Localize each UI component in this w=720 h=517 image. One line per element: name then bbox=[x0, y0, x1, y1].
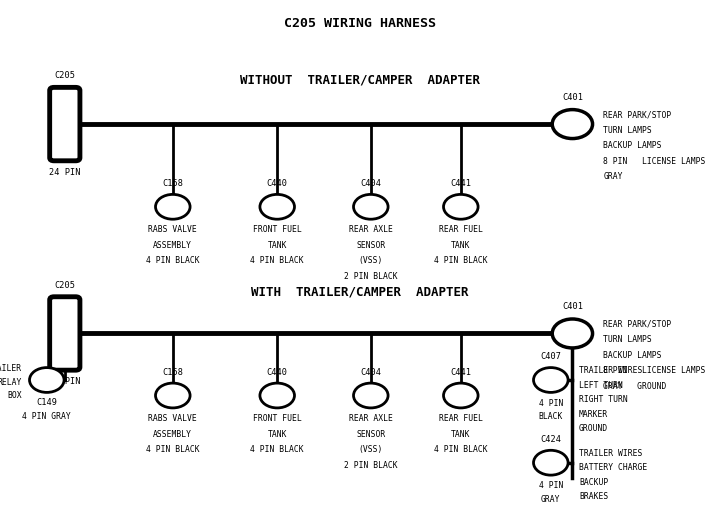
Text: (VSS): (VSS) bbox=[359, 445, 383, 454]
Text: TANK: TANK bbox=[451, 241, 471, 250]
FancyBboxPatch shape bbox=[50, 297, 80, 370]
Text: TURN LAMPS: TURN LAMPS bbox=[603, 335, 652, 344]
Text: FRONT FUEL: FRONT FUEL bbox=[253, 225, 302, 234]
Text: LEFT TURN: LEFT TURN bbox=[579, 381, 623, 390]
Text: 4 PIN GRAY: 4 PIN GRAY bbox=[22, 412, 71, 421]
Text: BRAKES: BRAKES bbox=[579, 492, 608, 501]
Circle shape bbox=[552, 319, 593, 348]
Text: 4 PIN BLACK: 4 PIN BLACK bbox=[251, 445, 304, 454]
Text: BOX: BOX bbox=[8, 391, 22, 400]
Text: 4 PIN: 4 PIN bbox=[539, 399, 563, 407]
Text: C404: C404 bbox=[360, 368, 382, 377]
Text: RABS VALVE: RABS VALVE bbox=[148, 225, 197, 234]
Text: 4 PIN BLACK: 4 PIN BLACK bbox=[434, 256, 487, 265]
Text: RABS VALVE: RABS VALVE bbox=[148, 414, 197, 423]
Text: 4 PIN BLACK: 4 PIN BLACK bbox=[434, 445, 487, 454]
Text: RIGHT TURN: RIGHT TURN bbox=[579, 395, 628, 404]
Circle shape bbox=[354, 383, 388, 408]
Text: C149: C149 bbox=[36, 398, 58, 406]
Text: C441: C441 bbox=[450, 179, 472, 188]
Text: 4 PIN BLACK: 4 PIN BLACK bbox=[251, 256, 304, 265]
Text: C424: C424 bbox=[540, 435, 562, 444]
Circle shape bbox=[534, 450, 568, 475]
Text: C205: C205 bbox=[54, 71, 76, 80]
Text: TRAILER: TRAILER bbox=[0, 364, 22, 373]
Text: C158: C158 bbox=[162, 179, 184, 188]
Text: TANK: TANK bbox=[267, 241, 287, 250]
Text: 4 PIN BLACK: 4 PIN BLACK bbox=[146, 445, 199, 454]
Text: GROUND: GROUND bbox=[579, 424, 608, 433]
Text: REAR PARK/STOP: REAR PARK/STOP bbox=[603, 110, 672, 119]
Text: REAR FUEL: REAR FUEL bbox=[439, 225, 482, 234]
Text: TRAILER WIRES: TRAILER WIRES bbox=[579, 366, 642, 375]
Text: REAR AXLE: REAR AXLE bbox=[349, 414, 392, 423]
Text: 4 PIN BLACK: 4 PIN BLACK bbox=[146, 256, 199, 265]
FancyBboxPatch shape bbox=[50, 87, 80, 161]
Circle shape bbox=[156, 383, 190, 408]
Circle shape bbox=[260, 383, 294, 408]
Text: REAR PARK/STOP: REAR PARK/STOP bbox=[603, 320, 672, 329]
Text: TANK: TANK bbox=[267, 430, 287, 438]
Text: SENSOR: SENSOR bbox=[356, 241, 385, 250]
Circle shape bbox=[156, 194, 190, 219]
Text: ASSEMBLY: ASSEMBLY bbox=[153, 241, 192, 250]
Text: C440: C440 bbox=[266, 179, 288, 188]
Text: BACKUP LAMPS: BACKUP LAMPS bbox=[603, 351, 662, 360]
Text: TANK: TANK bbox=[451, 430, 471, 438]
Text: (VSS): (VSS) bbox=[359, 256, 383, 265]
Text: C158: C158 bbox=[162, 368, 184, 377]
Text: BACKUP: BACKUP bbox=[579, 478, 608, 487]
Text: C401: C401 bbox=[562, 302, 583, 311]
Text: GRAY   GROUND: GRAY GROUND bbox=[603, 382, 667, 391]
Text: BATTERY CHARGE: BATTERY CHARGE bbox=[579, 463, 647, 473]
Text: BACKUP LAMPS: BACKUP LAMPS bbox=[603, 141, 662, 150]
Text: 8 PIN   LICENSE LAMPS: 8 PIN LICENSE LAMPS bbox=[603, 157, 706, 166]
Text: 24 PIN: 24 PIN bbox=[49, 377, 81, 386]
Text: MARKER: MARKER bbox=[579, 409, 608, 419]
Text: C401: C401 bbox=[562, 93, 583, 102]
Text: C440: C440 bbox=[266, 368, 288, 377]
Text: C404: C404 bbox=[360, 179, 382, 188]
Text: REAR AXLE: REAR AXLE bbox=[349, 225, 392, 234]
Text: TRAILER WIRES: TRAILER WIRES bbox=[579, 449, 642, 458]
Text: WITHOUT  TRAILER/CAMPER  ADAPTER: WITHOUT TRAILER/CAMPER ADAPTER bbox=[240, 73, 480, 87]
Circle shape bbox=[444, 383, 478, 408]
Text: C205 WIRING HARNESS: C205 WIRING HARNESS bbox=[284, 17, 436, 30]
Circle shape bbox=[444, 194, 478, 219]
Text: C407: C407 bbox=[540, 353, 562, 361]
Text: REAR FUEL: REAR FUEL bbox=[439, 414, 482, 423]
Circle shape bbox=[552, 110, 593, 139]
Text: SENSOR: SENSOR bbox=[356, 430, 385, 438]
Circle shape bbox=[260, 194, 294, 219]
Text: BLACK: BLACK bbox=[539, 412, 563, 421]
Circle shape bbox=[354, 194, 388, 219]
Text: GRAY: GRAY bbox=[541, 495, 561, 504]
Text: 4 PIN: 4 PIN bbox=[539, 481, 563, 490]
Text: RELAY: RELAY bbox=[0, 377, 22, 387]
Text: FRONT FUEL: FRONT FUEL bbox=[253, 414, 302, 423]
Text: C441: C441 bbox=[450, 368, 472, 377]
Circle shape bbox=[534, 368, 568, 392]
Text: WITH  TRAILER/CAMPER  ADAPTER: WITH TRAILER/CAMPER ADAPTER bbox=[251, 285, 469, 299]
Text: 8 PIN   LICENSE LAMPS: 8 PIN LICENSE LAMPS bbox=[603, 366, 706, 375]
Text: GRAY: GRAY bbox=[603, 172, 623, 181]
Text: ASSEMBLY: ASSEMBLY bbox=[153, 430, 192, 438]
Text: 24 PIN: 24 PIN bbox=[49, 168, 81, 177]
Text: 2 PIN BLACK: 2 PIN BLACK bbox=[344, 272, 397, 281]
Circle shape bbox=[30, 368, 64, 392]
Text: TURN LAMPS: TURN LAMPS bbox=[603, 126, 652, 135]
Text: 2 PIN BLACK: 2 PIN BLACK bbox=[344, 461, 397, 469]
Text: C205: C205 bbox=[54, 281, 76, 290]
